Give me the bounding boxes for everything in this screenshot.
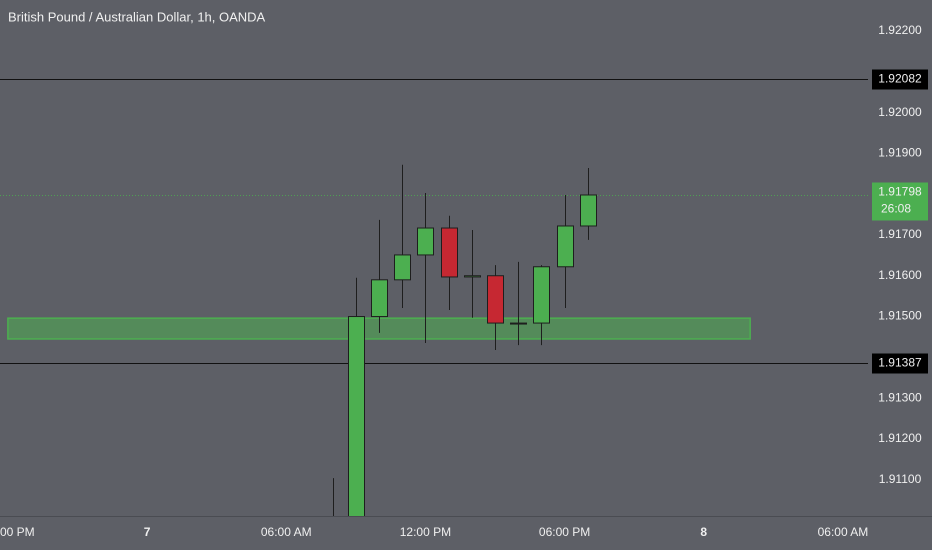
candle-body bbox=[557, 225, 574, 268]
candle-body bbox=[487, 275, 504, 324]
x-tick-label: 12:00 PM bbox=[400, 525, 451, 539]
candle-body bbox=[580, 194, 597, 227]
candle-body bbox=[510, 322, 527, 325]
x-tick-label: 06:00 PM bbox=[539, 525, 590, 539]
y-tick-label: 1.91200 bbox=[878, 431, 922, 445]
candle-body bbox=[348, 316, 365, 516]
plot-area bbox=[0, 79, 868, 516]
x-tick-label: 8 bbox=[700, 525, 707, 539]
candle-body bbox=[441, 227, 458, 278]
price-label: 1.92082 bbox=[878, 72, 922, 86]
x-tick-label: 00 PM bbox=[0, 525, 35, 539]
candle-body bbox=[464, 275, 481, 278]
y-tick-label: 1.91600 bbox=[878, 268, 922, 282]
y-tick-label: 1.91500 bbox=[878, 309, 922, 323]
y-tick-label: 1.91900 bbox=[878, 146, 922, 160]
price-label-box bbox=[872, 353, 928, 374]
last-price-box bbox=[872, 182, 928, 221]
chart-title: British Pound / Australian Dollar, 1h, O… bbox=[8, 9, 266, 24]
last-price-label: 1.91798 bbox=[878, 185, 922, 199]
countdown: 26:08 bbox=[881, 202, 911, 216]
y-tick-label: 1.92000 bbox=[878, 105, 922, 119]
y-tick-label: 1.92200 bbox=[878, 23, 922, 37]
price-label: 1.91387 bbox=[878, 356, 922, 370]
candle-body bbox=[533, 266, 550, 324]
x-tick-label: 06:00 AM bbox=[818, 525, 869, 539]
x-tick-label: 06:00 AM bbox=[261, 525, 312, 539]
candle-body bbox=[394, 254, 411, 281]
y-tick-label: 1.91100 bbox=[879, 472, 922, 486]
x-tick-label: 7 bbox=[144, 525, 151, 539]
y-tick-label: 1.91700 bbox=[878, 227, 922, 241]
candle-body bbox=[417, 227, 434, 256]
candle-body bbox=[371, 279, 388, 318]
price-label-box bbox=[872, 69, 928, 90]
y-tick-label: 1.91300 bbox=[878, 390, 922, 404]
